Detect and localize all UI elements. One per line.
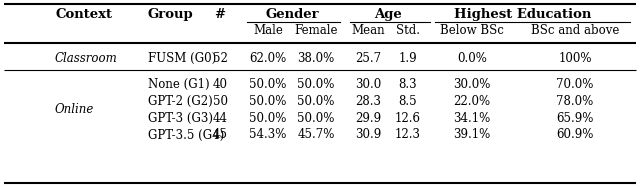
Text: 50.0%: 50.0% (298, 94, 335, 108)
Text: 78.0%: 78.0% (556, 94, 594, 108)
Text: Context: Context (55, 7, 112, 21)
Text: 50.0%: 50.0% (298, 111, 335, 125)
Text: FUSM (G0): FUSM (G0) (148, 51, 216, 65)
Text: Std.: Std. (396, 24, 420, 36)
Text: 50.0%: 50.0% (250, 77, 287, 91)
Text: 100%: 100% (558, 51, 592, 65)
Text: Mean: Mean (351, 24, 385, 36)
Text: Online: Online (55, 102, 94, 116)
Text: 70.0%: 70.0% (556, 77, 594, 91)
Text: 54.3%: 54.3% (250, 128, 287, 142)
Text: Gender: Gender (265, 7, 319, 21)
Text: GPT-3 (G3): GPT-3 (G3) (148, 111, 213, 125)
Text: 39.1%: 39.1% (453, 128, 491, 142)
Text: 62.0%: 62.0% (250, 51, 287, 65)
Text: 28.3: 28.3 (355, 94, 381, 108)
Text: 1.9: 1.9 (399, 51, 417, 65)
Text: 30.0%: 30.0% (453, 77, 491, 91)
Text: Male: Male (253, 24, 283, 36)
Text: BSc and above: BSc and above (531, 24, 619, 36)
Text: 12.3: 12.3 (395, 128, 421, 142)
Text: None (G1): None (G1) (148, 77, 210, 91)
Text: 25.7: 25.7 (355, 51, 381, 65)
Text: 44: 44 (212, 111, 227, 125)
Text: GPT-3.5 (G4): GPT-3.5 (G4) (148, 128, 224, 142)
Text: 52: 52 (212, 51, 227, 65)
Text: 29.9: 29.9 (355, 111, 381, 125)
Text: 50.0%: 50.0% (298, 77, 335, 91)
Text: 40: 40 (212, 77, 227, 91)
Text: 60.9%: 60.9% (556, 128, 594, 142)
Text: Female: Female (294, 24, 338, 36)
Text: Highest Education: Highest Education (454, 7, 592, 21)
Text: 38.0%: 38.0% (298, 51, 335, 65)
Text: 65.9%: 65.9% (556, 111, 594, 125)
Text: 45.7%: 45.7% (298, 128, 335, 142)
Text: 45: 45 (212, 128, 227, 142)
Text: Below BSc: Below BSc (440, 24, 504, 36)
Text: 0.0%: 0.0% (457, 51, 487, 65)
Text: 34.1%: 34.1% (453, 111, 491, 125)
Text: 50: 50 (212, 94, 227, 108)
Text: Age: Age (374, 7, 402, 21)
Text: 22.0%: 22.0% (453, 94, 491, 108)
Text: #: # (214, 7, 225, 21)
Text: GPT-2 (G2): GPT-2 (G2) (148, 94, 212, 108)
Text: 12.6: 12.6 (395, 111, 421, 125)
Text: 8.3: 8.3 (399, 77, 417, 91)
Text: 30.0: 30.0 (355, 77, 381, 91)
Text: 30.9: 30.9 (355, 128, 381, 142)
Text: 8.5: 8.5 (399, 94, 417, 108)
Text: 50.0%: 50.0% (250, 111, 287, 125)
Text: 50.0%: 50.0% (250, 94, 287, 108)
Text: Group: Group (148, 7, 194, 21)
Text: Classroom: Classroom (55, 51, 118, 65)
